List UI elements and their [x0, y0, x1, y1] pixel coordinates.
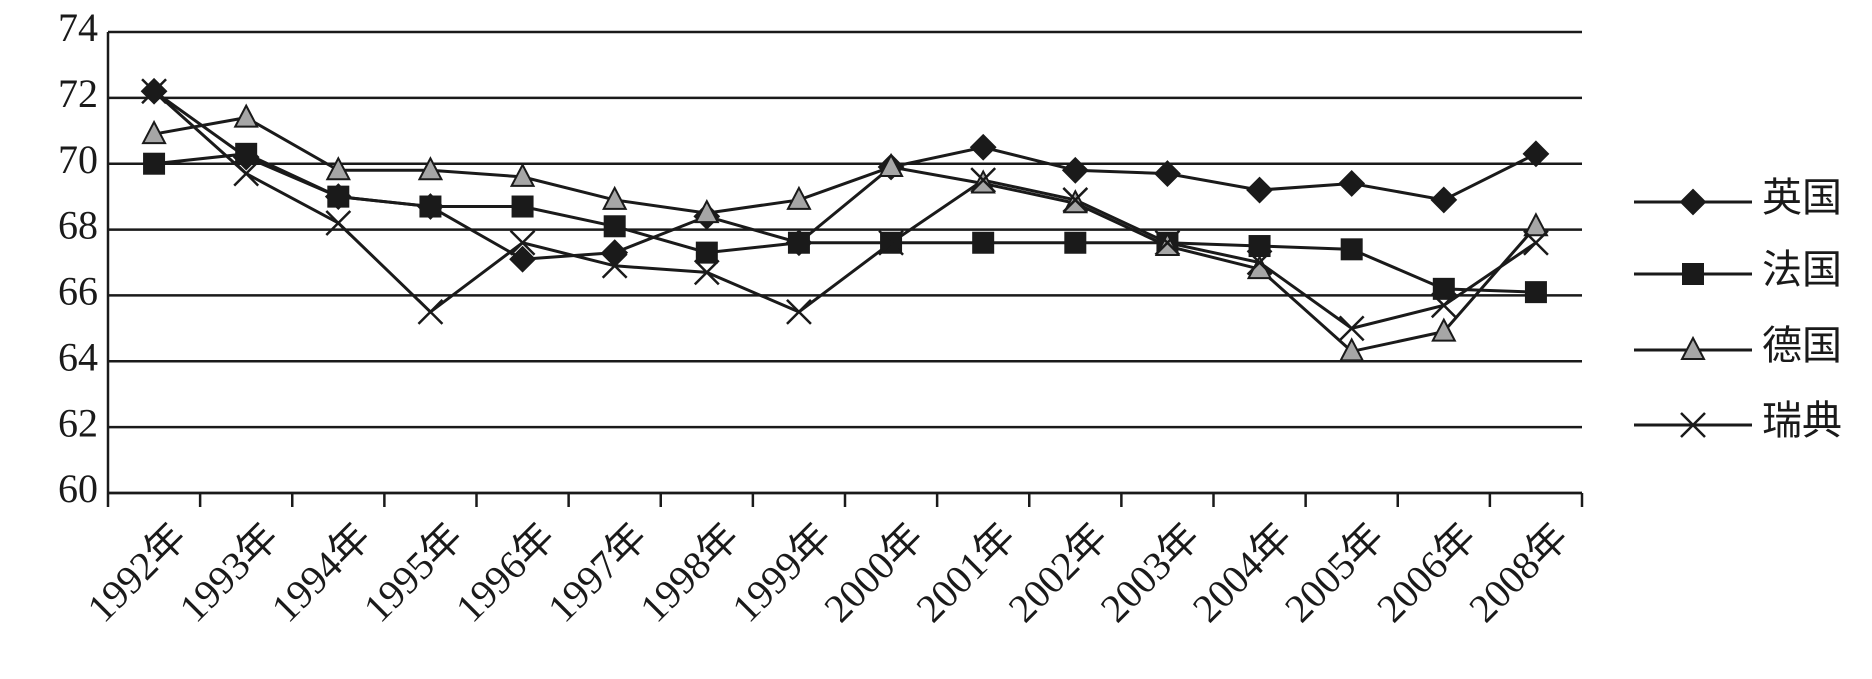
marker — [694, 198, 720, 224]
marker — [325, 210, 352, 236]
series-line — [153, 90, 1537, 330]
x-tick-label: 2000年 — [815, 514, 932, 631]
marker — [602, 185, 628, 210]
y-tick-label: 62 — [58, 400, 98, 445]
x-tick-label: 2006年 — [1368, 514, 1485, 631]
x-tick-label: 2008年 — [1460, 514, 1577, 631]
marker — [1154, 160, 1181, 188]
marker — [878, 229, 904, 256]
marker — [1248, 235, 1271, 258]
marker — [786, 299, 812, 325]
legend-item: 瑞典 — [1634, 398, 1842, 443]
marker — [1154, 229, 1181, 256]
marker — [787, 231, 810, 254]
marker — [603, 215, 626, 238]
marker — [1338, 315, 1365, 342]
marker — [878, 152, 904, 178]
marker — [1064, 231, 1087, 254]
marker — [1430, 186, 1458, 214]
marker — [233, 103, 259, 128]
x-tick-label: 2003年 — [1092, 514, 1209, 631]
x-tick-label: 1993年 — [170, 514, 287, 631]
marker — [970, 167, 997, 194]
marker — [141, 119, 167, 145]
marker — [417, 156, 444, 181]
marker — [1062, 187, 1089, 213]
legend-marker — [1679, 188, 1707, 216]
legend-item: 英国 — [1634, 175, 1842, 220]
marker — [1340, 238, 1363, 261]
legend-marker — [1682, 263, 1704, 285]
series-line — [153, 90, 1537, 261]
marker — [509, 229, 536, 256]
marker — [511, 195, 534, 218]
x-tick-label: 1994年 — [262, 514, 379, 631]
marker — [235, 142, 258, 165]
marker — [601, 252, 628, 279]
marker — [1523, 212, 1549, 237]
marker — [141, 78, 167, 105]
x-tick-label: 1996年 — [447, 514, 564, 631]
marker — [327, 185, 350, 208]
legend-label: 法国 — [1762, 247, 1842, 292]
y-tick-label: 70 — [58, 137, 98, 182]
marker — [325, 156, 351, 181]
marker — [1246, 176, 1273, 204]
marker — [1524, 281, 1547, 304]
x-tick-label: 1995年 — [355, 514, 472, 631]
y-tick-label: 74 — [58, 5, 98, 50]
y-tick-label: 66 — [58, 269, 98, 314]
marker — [1246, 249, 1273, 276]
marker — [969, 133, 997, 161]
marker — [695, 241, 718, 264]
x-tick-label: 2004年 — [1184, 514, 1301, 631]
y-tick-label: 72 — [58, 71, 98, 116]
x-tick-label: 2002年 — [999, 514, 1116, 631]
marker — [786, 185, 812, 210]
series-line — [153, 152, 1536, 294]
marker — [1339, 337, 1365, 362]
x-tick-label: 1998年 — [631, 514, 748, 631]
y-tick-label: 68 — [58, 203, 98, 248]
x-tick-label: 1999年 — [723, 514, 840, 631]
legend-marker — [1680, 335, 1706, 360]
marker — [509, 245, 536, 273]
marker — [1430, 292, 1457, 319]
marker — [419, 195, 442, 218]
x-tick-label: 1997年 — [539, 514, 656, 631]
marker — [1522, 140, 1550, 168]
x-tick-label: 2001年 — [907, 514, 1024, 631]
marker — [1061, 156, 1089, 184]
marker — [417, 299, 444, 325]
y-tick-label: 60 — [58, 466, 98, 511]
marker — [972, 231, 995, 254]
legend-label: 英国 — [1762, 175, 1842, 220]
x-tick-label: 1992年 — [78, 514, 195, 631]
marker — [1432, 277, 1455, 300]
x-tick-label: 2005年 — [1276, 514, 1393, 631]
legend-item: 德国 — [1634, 323, 1842, 368]
marker — [601, 239, 629, 267]
marker — [233, 160, 260, 187]
y-tick-label: 64 — [58, 334, 98, 379]
legend-item: 法国 — [1634, 247, 1842, 292]
series-line — [153, 116, 1538, 354]
legend-label: 瑞典 — [1762, 398, 1842, 443]
legend-label: 德国 — [1762, 323, 1842, 368]
marker — [1431, 317, 1457, 342]
marker — [1338, 170, 1366, 197]
marker — [1523, 229, 1549, 256]
marker — [143, 152, 166, 175]
marker — [509, 162, 536, 187]
marker — [693, 259, 720, 286]
legend-marker — [1680, 412, 1706, 438]
